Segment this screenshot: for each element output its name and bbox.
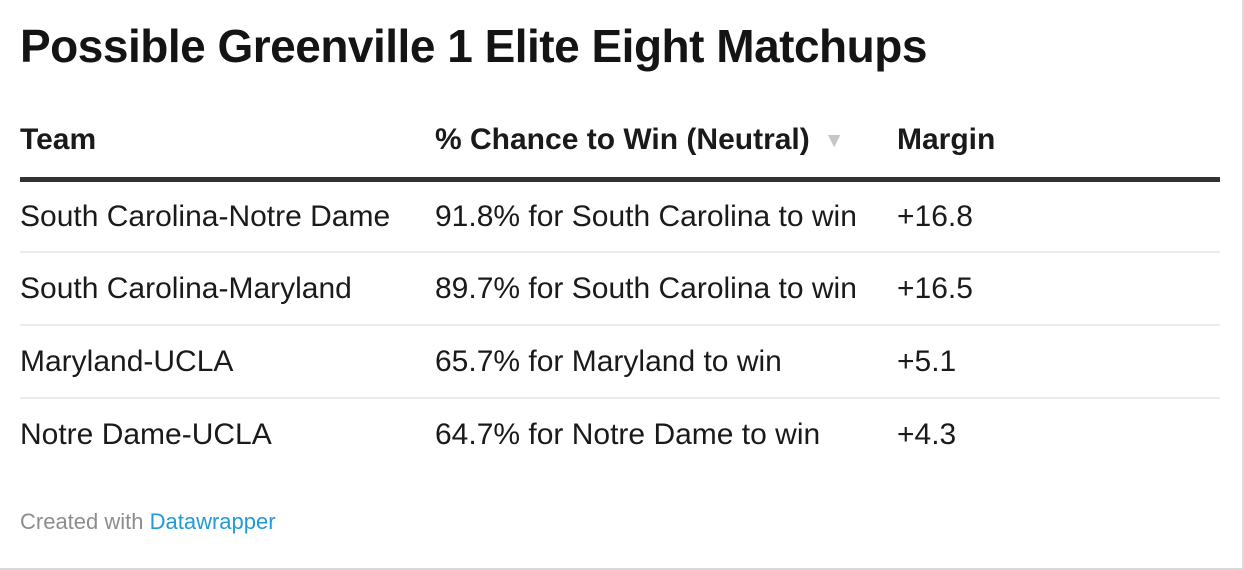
- page-title: Possible Greenville 1 Elite Eight Matchu…: [20, 20, 927, 72]
- cell-team: Maryland-UCLA: [20, 325, 435, 400]
- table-row: Notre Dame-UCLA 64.7% for Notre Dame to …: [20, 398, 1220, 471]
- table-row: Maryland-UCLA 65.7% for Maryland to win …: [20, 325, 1220, 400]
- column-header-margin[interactable]: Margin: [897, 122, 1220, 182]
- cell-chance: 64.7% for Notre Dame to win: [435, 418, 821, 452]
- cell-chance: 65.7% for Maryland to win: [435, 325, 897, 400]
- table-row: South Carolina-Notre Dame 91.8% for Sout…: [20, 179, 1220, 254]
- column-header-chance-label: % Chance to Win (Neutral): [435, 122, 810, 156]
- cell-margin: +4.3: [897, 418, 957, 452]
- cell-team: South Carolina-Maryland: [20, 252, 435, 327]
- cell-team: South Carolina-Notre Dame: [20, 179, 435, 254]
- cell-margin: +16.8: [897, 179, 1220, 254]
- column-header-chance[interactable]: % Chance to Win (Neutral) ▼: [435, 122, 897, 182]
- cell-margin: +5.1: [897, 325, 1220, 400]
- cell-team: Notre Dame-UCLA: [20, 418, 272, 452]
- cell-chance: 89.7% for South Carolina to win: [435, 252, 897, 327]
- attribution-prefix: Created with: [20, 509, 150, 535]
- table-row: South Carolina-Maryland 89.7% for South …: [20, 252, 1220, 327]
- datawrapper-link[interactable]: Datawrapper: [149, 509, 276, 535]
- cell-chance: 91.8% for South Carolina to win: [435, 179, 897, 254]
- sort-desc-icon[interactable]: ▼: [823, 128, 845, 152]
- column-header-team[interactable]: Team: [20, 122, 435, 182]
- attribution: Created with Datawrapper: [20, 509, 1220, 535]
- table-header-row: Team % Chance to Win (Neutral) ▼ Margin: [20, 122, 1220, 182]
- matchups-table: Team % Chance to Win (Neutral) ▼ Margin S…: [20, 122, 1220, 472]
- cell-margin: +16.5: [897, 252, 1220, 327]
